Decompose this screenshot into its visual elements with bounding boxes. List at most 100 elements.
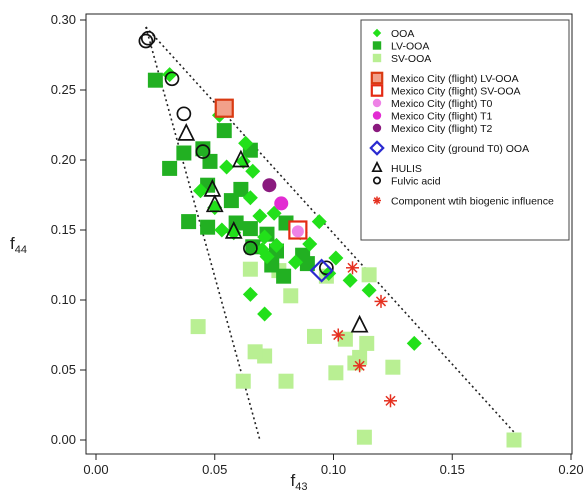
legend-box bbox=[360, 19, 570, 241]
series-fulvic-acid bbox=[138, 30, 334, 276]
point-fulvic-acid bbox=[195, 144, 211, 159]
point-sv-ooa bbox=[359, 335, 375, 351]
x-tick-label: 0.10 bbox=[321, 462, 346, 477]
point-ooa bbox=[361, 282, 377, 298]
point-ooa bbox=[257, 229, 273, 245]
point-ooa bbox=[269, 237, 284, 253]
x-tick-label: 0.00 bbox=[83, 462, 108, 477]
legend-label: Mexico City (flight) LV-OOA bbox=[391, 73, 519, 85]
series-hulis bbox=[177, 122, 369, 333]
legend-label: Fulvic acid bbox=[391, 176, 441, 188]
legend-item-mexico-city-flight-lv-ooa: Mexico City (flight) LV-OOA bbox=[370, 71, 519, 85]
point-hulis bbox=[350, 314, 369, 333]
legend-label: Mexico City (flight) T1 bbox=[391, 111, 492, 123]
legend-item-component-wtih-biogenic-influence: Component wtih biogenic influence bbox=[373, 196, 554, 208]
legend-swatch bbox=[373, 196, 381, 205]
point-sv-ooa bbox=[247, 344, 263, 360]
triangle-guides bbox=[145, 26, 522, 441]
point-mexico-city-ground-t0-ooa bbox=[309, 258, 334, 283]
point-ooa bbox=[252, 208, 268, 224]
point-fulvic-acid bbox=[138, 33, 154, 49]
point-ooa bbox=[259, 249, 275, 265]
point-sv-ooa bbox=[278, 373, 294, 389]
legend-swatch bbox=[369, 140, 385, 156]
y-tick-label: 0.15 bbox=[51, 222, 76, 237]
point-component-wtih-biogenic-influence bbox=[346, 261, 359, 275]
series-component-wtih-biogenic-influence bbox=[331, 261, 397, 408]
point-ooa bbox=[406, 335, 422, 351]
point-hulis bbox=[203, 178, 222, 197]
point-hulis bbox=[205, 194, 224, 213]
legend-label: LV-OOA bbox=[391, 41, 429, 53]
point-ooa bbox=[245, 163, 261, 179]
guide-line-2 bbox=[145, 26, 522, 441]
point-mexico-city-flight-t1 bbox=[274, 196, 289, 211]
legend-label: SV-OOA bbox=[391, 53, 431, 65]
y-tick-label: 0.00 bbox=[51, 432, 76, 447]
point-fulvic-acid bbox=[176, 106, 192, 122]
point-hulis bbox=[177, 122, 196, 141]
point-lv-ooa bbox=[216, 123, 232, 139]
point-lv-ooa bbox=[195, 141, 211, 157]
point-component-wtih-biogenic-influence bbox=[374, 294, 388, 308]
point-component-wtih-biogenic-influence bbox=[353, 359, 367, 373]
y-tick-label: 0.25 bbox=[51, 82, 76, 97]
x-tick-label: 0.20 bbox=[558, 462, 583, 477]
point-ooa bbox=[193, 183, 208, 199]
point-lv-ooa bbox=[202, 153, 218, 169]
point-sv-ooa bbox=[506, 432, 522, 448]
point-component-wtih-biogenic-influence bbox=[384, 394, 397, 408]
point-lv-ooa bbox=[162, 160, 178, 176]
legend-label: Mexico City (flight) T2 bbox=[391, 123, 492, 135]
legend-swatch bbox=[372, 28, 382, 38]
point-ooa bbox=[242, 286, 258, 302]
y-axis-label: f44 bbox=[10, 234, 27, 256]
point-ooa bbox=[328, 250, 344, 266]
legend-label: Mexico City (flight) T0 bbox=[391, 98, 492, 110]
point-ooa bbox=[342, 272, 358, 288]
legend-item-fulvic-acid: Fulvic acid bbox=[372, 176, 441, 188]
legend-item-mexico-city-flight-t2: Mexico City (flight) T2 bbox=[372, 123, 492, 135]
legend-item-sv-ooa: SV-OOA bbox=[372, 53, 431, 65]
point-sv-ooa bbox=[283, 288, 299, 304]
legend-label: Component wtih biogenic influence bbox=[391, 196, 554, 208]
legend-swatch bbox=[372, 123, 382, 133]
point-sv-ooa bbox=[356, 429, 372, 445]
legend-swatch bbox=[372, 176, 382, 185]
point-mexico-city-flight-t0 bbox=[291, 225, 304, 238]
legend-item-mexico-city-flight-sv-ooa: Mexico City (flight) SV-OOA bbox=[370, 84, 521, 98]
x-tick-label: 0.05 bbox=[202, 462, 227, 477]
legend-swatch bbox=[370, 84, 384, 97]
legend-label: Mexico City (ground T0) OOA bbox=[391, 143, 529, 155]
data-points bbox=[138, 30, 522, 448]
axes bbox=[85, 13, 573, 455]
y-tick-label: 0.30 bbox=[51, 12, 76, 27]
point-fulvic-acid bbox=[243, 240, 258, 256]
point-hulis bbox=[231, 149, 250, 168]
point-ooa bbox=[288, 254, 303, 270]
point-sv-ooa bbox=[328, 365, 344, 381]
point-ooa bbox=[257, 306, 273, 322]
point-lv-ooa bbox=[181, 214, 197, 230]
legend-swatch bbox=[372, 111, 382, 120]
series-mexico-city-flight-t1 bbox=[274, 196, 289, 211]
point-sv-ooa bbox=[361, 267, 377, 283]
point-ooa bbox=[238, 135, 254, 151]
series-mexico-city-flight-t0 bbox=[291, 225, 304, 238]
y-tick-label: 0.05 bbox=[51, 362, 76, 377]
y-tick-label: 0.10 bbox=[51, 292, 76, 307]
tick-marks: 0.00 0.05 0.10 0.15 0.20 0.00 0.05 0.10 0.15 0.20… bbox=[51, 12, 584, 477]
legend-item-ooa: OOA bbox=[372, 28, 414, 40]
point-sv-ooa bbox=[307, 328, 322, 344]
plot-frame bbox=[85, 13, 573, 455]
legend-item-mexico-city-ground-t0-ooa: Mexico City (ground T0) OOA bbox=[369, 140, 529, 156]
point-lv-ooa bbox=[242, 221, 258, 237]
point-fulvic-acid bbox=[319, 260, 334, 276]
legend-item-hulis: HULIS bbox=[371, 160, 422, 175]
legend-swatch bbox=[372, 41, 382, 50]
point-ooa bbox=[214, 222, 230, 238]
x-tick-label: 0.15 bbox=[440, 462, 465, 477]
y-tick-label: 0.20 bbox=[51, 152, 76, 167]
